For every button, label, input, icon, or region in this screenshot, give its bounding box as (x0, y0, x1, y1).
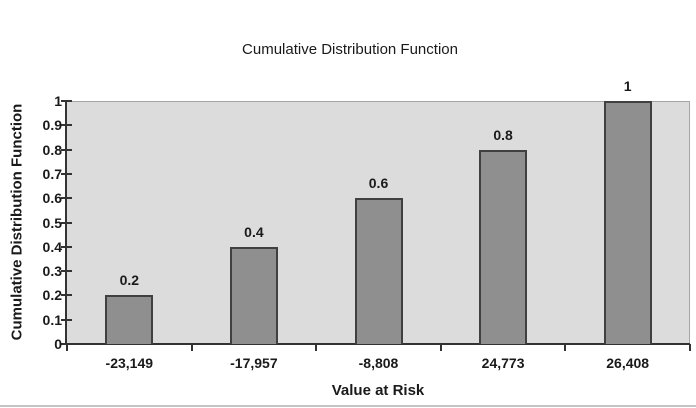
y-tick-label: 0.3 (42, 263, 62, 280)
bar-value-label: 0.6 (368, 175, 389, 192)
y-tick-label: 0.2 (42, 287, 62, 304)
bar (354, 198, 403, 344)
x-tick-label: 24,773 (481, 355, 525, 371)
x-axis-title: Value at Risk (331, 382, 425, 399)
x-tick-label: -8,808 (358, 355, 399, 371)
x-tick-mark (315, 344, 318, 351)
x-tick-mark (190, 344, 193, 351)
y-tick-mark (61, 221, 72, 224)
x-tick-label: -17,957 (230, 355, 278, 371)
y-tick-label: 0.1 (42, 311, 62, 328)
bar-value-label: 0.2 (119, 272, 140, 289)
y-tick-label: 1 (54, 93, 62, 109)
y-tick-mark (61, 100, 72, 102)
y-tick-label: 0.5 (42, 214, 62, 231)
x-tick-mark (66, 344, 68, 351)
x-tick-mark (439, 344, 442, 351)
page-bottom-edge (0, 405, 696, 407)
x-tick-label: 26,408 (606, 355, 650, 371)
x-axis-line (65, 343, 690, 345)
bar-value-label: 0.8 (493, 126, 513, 143)
y-tick-mark (61, 270, 72, 273)
bar (479, 149, 528, 344)
y-tick-label: 0.4 (42, 238, 62, 255)
x-tick-label: -23,149 (105, 355, 154, 371)
bar (229, 246, 278, 344)
bar (105, 295, 154, 344)
bar-value-label: 0.4 (244, 223, 264, 240)
y-tick-mark (61, 318, 72, 321)
y-tick-mark (61, 245, 72, 248)
y-tick-label: 0.7 (42, 165, 62, 182)
y-tick-label: 0.8 (42, 141, 62, 158)
y-tick-mark (61, 124, 72, 127)
x-tick-mark (689, 344, 691, 351)
y-tick-label: 0.9 (42, 117, 62, 134)
x-tick-mark (564, 344, 567, 351)
y-tick-label: 0.6 (42, 190, 62, 207)
chart-title: Cumulative Distribution Function (242, 41, 458, 58)
bar-value-label: 1 (623, 78, 632, 94)
y-tick-mark (61, 172, 72, 175)
y-tick-mark (61, 148, 72, 151)
y-tick-label: 0 (54, 336, 62, 352)
y-tick-mark (61, 197, 72, 200)
y-tick-mark (61, 294, 72, 297)
bar (603, 101, 652, 344)
